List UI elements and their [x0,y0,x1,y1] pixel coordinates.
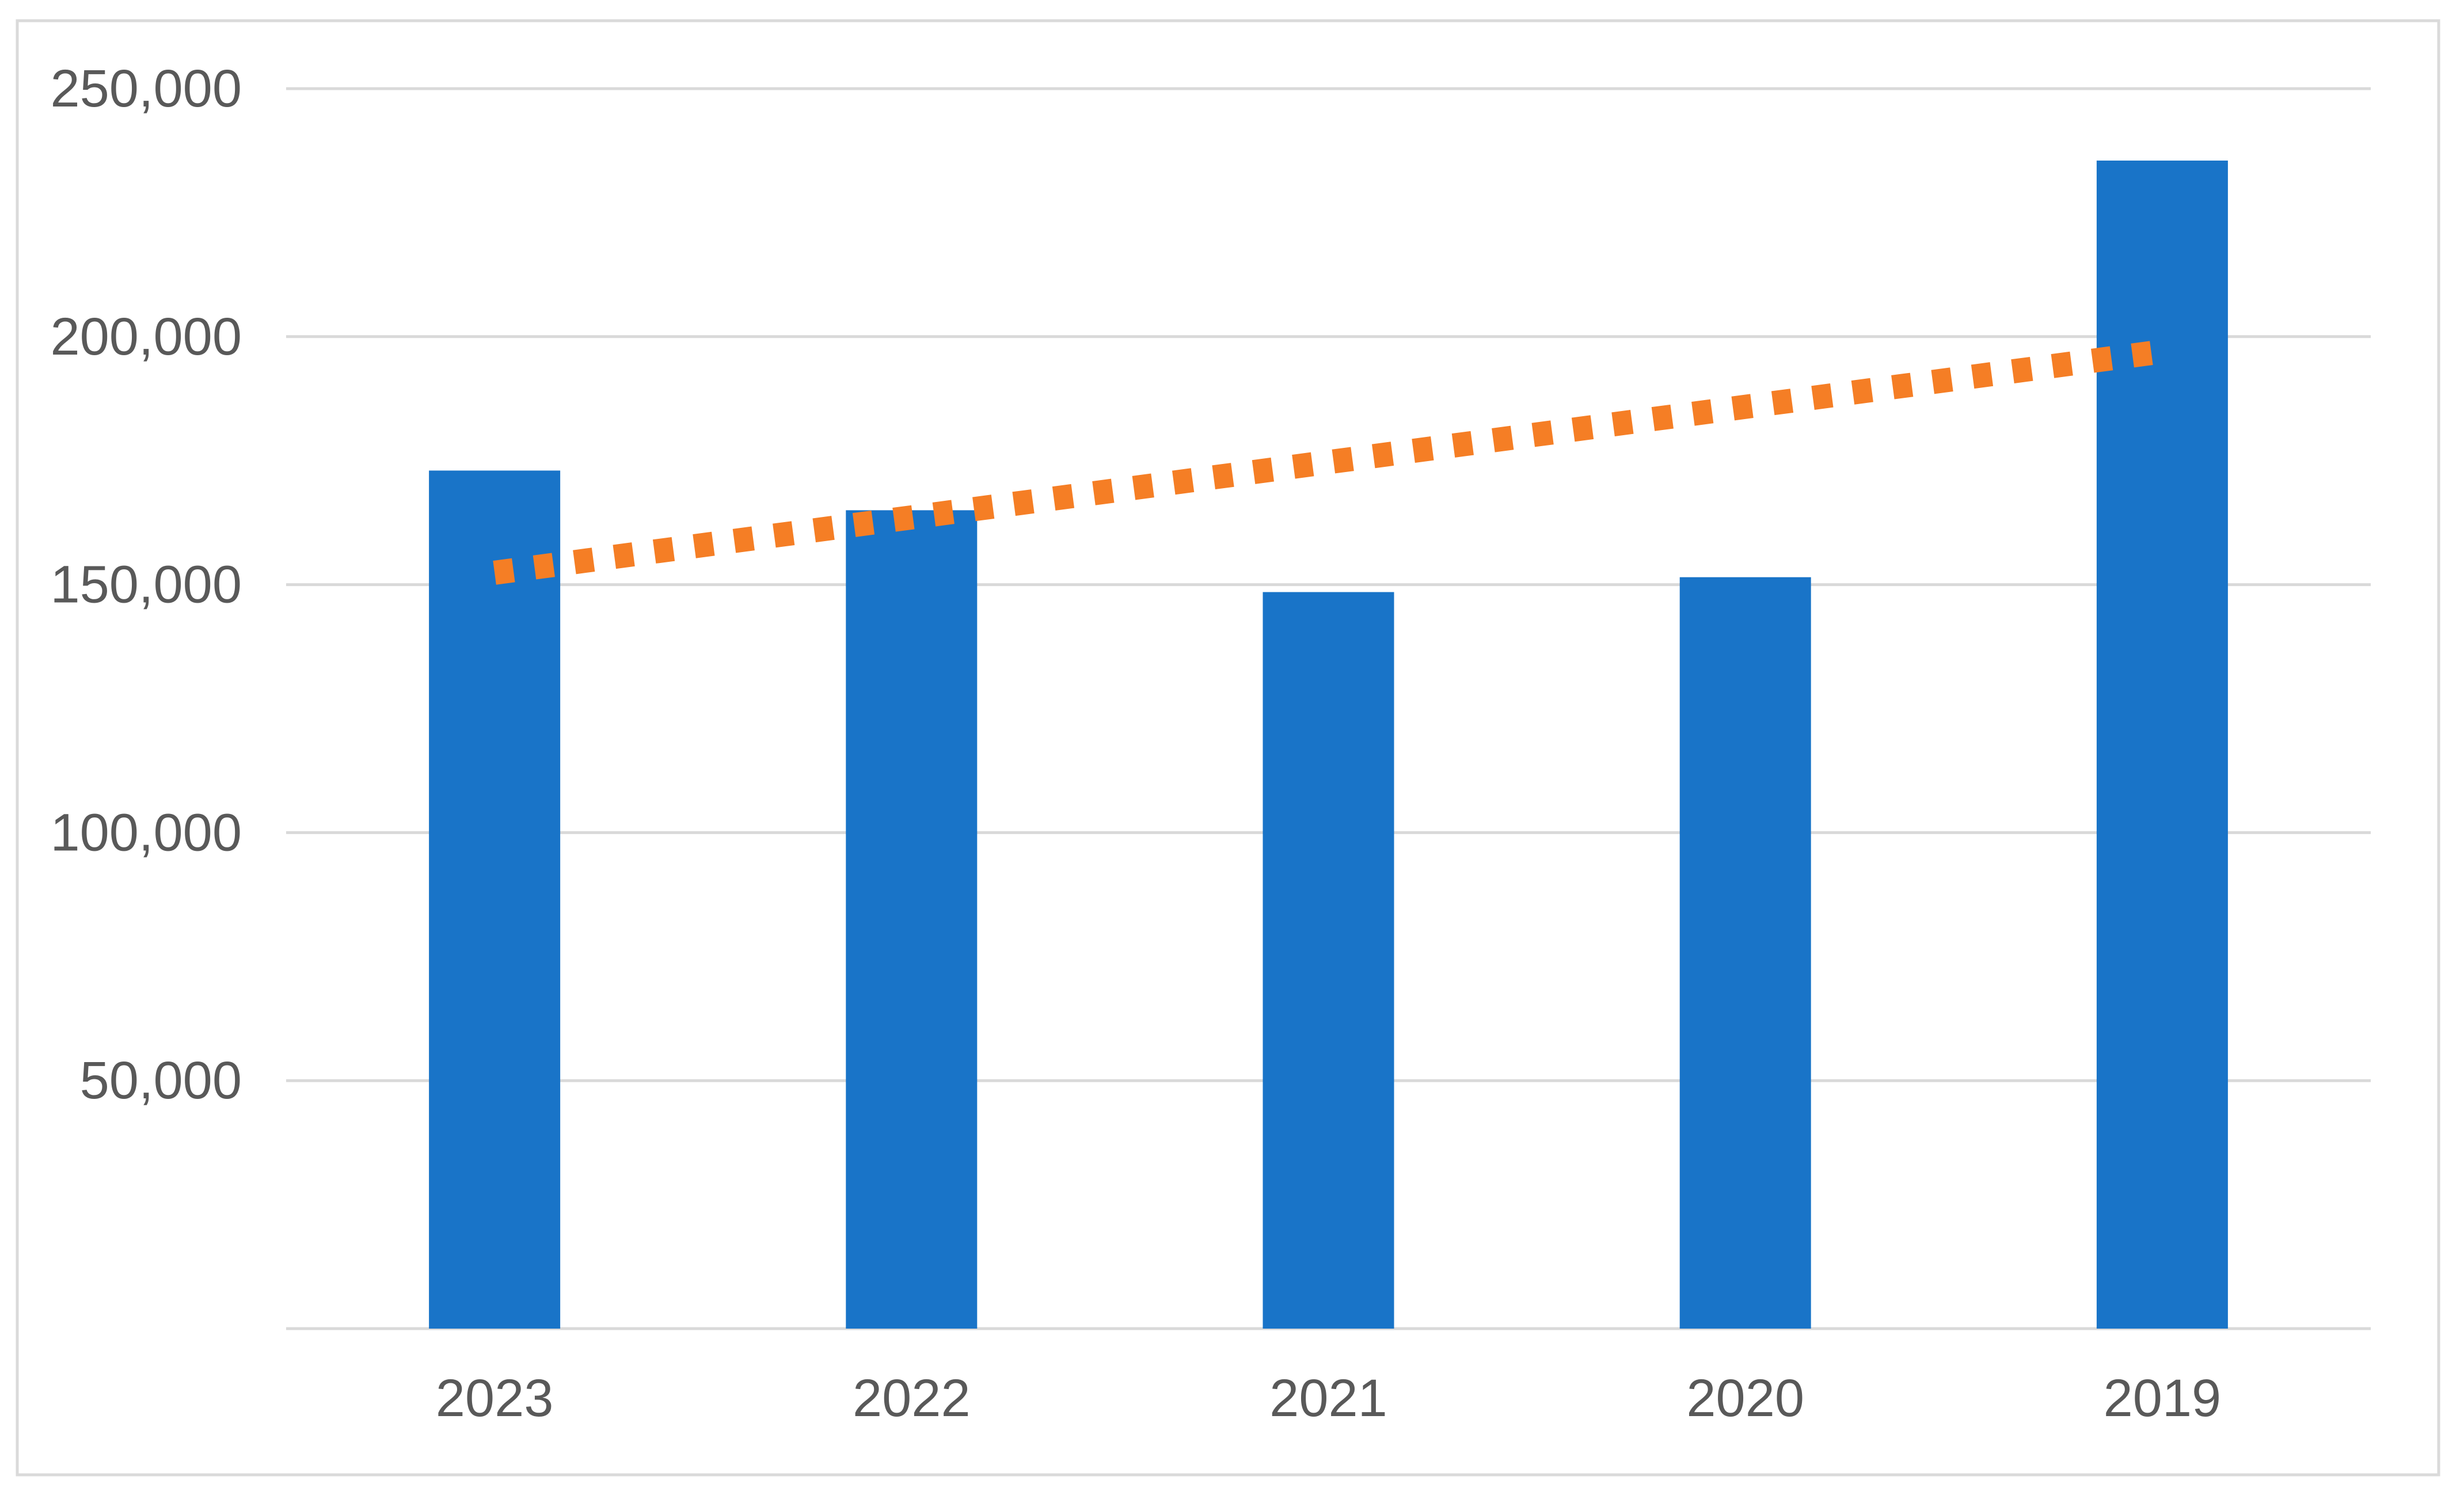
x-tick-label-2023: 2023 [436,1369,554,1428]
x-tick-label-2021: 2021 [1269,1369,1387,1428]
y-tick-label-250000: 250,000 [50,59,242,118]
trendline [493,339,2164,585]
bar-2019 [2096,160,2228,1329]
x-tick-label-2022: 2022 [853,1369,971,1428]
bar-2020 [1679,577,1811,1329]
bar-2023 [429,470,561,1329]
bar-2021 [1263,592,1394,1329]
y-tick-label-200000: 200,000 [50,307,242,366]
y-tick-label-150000: 150,000 [50,556,242,614]
x-tick-label-2019: 2019 [2104,1369,2222,1428]
x-tick-label-2020: 2020 [1686,1369,1804,1428]
y-tick-label-50000: 50,000 [80,1051,242,1110]
y-tick-label-100000: 100,000 [50,803,242,862]
chart-border [16,19,2440,1477]
bar-2022 [846,510,978,1329]
